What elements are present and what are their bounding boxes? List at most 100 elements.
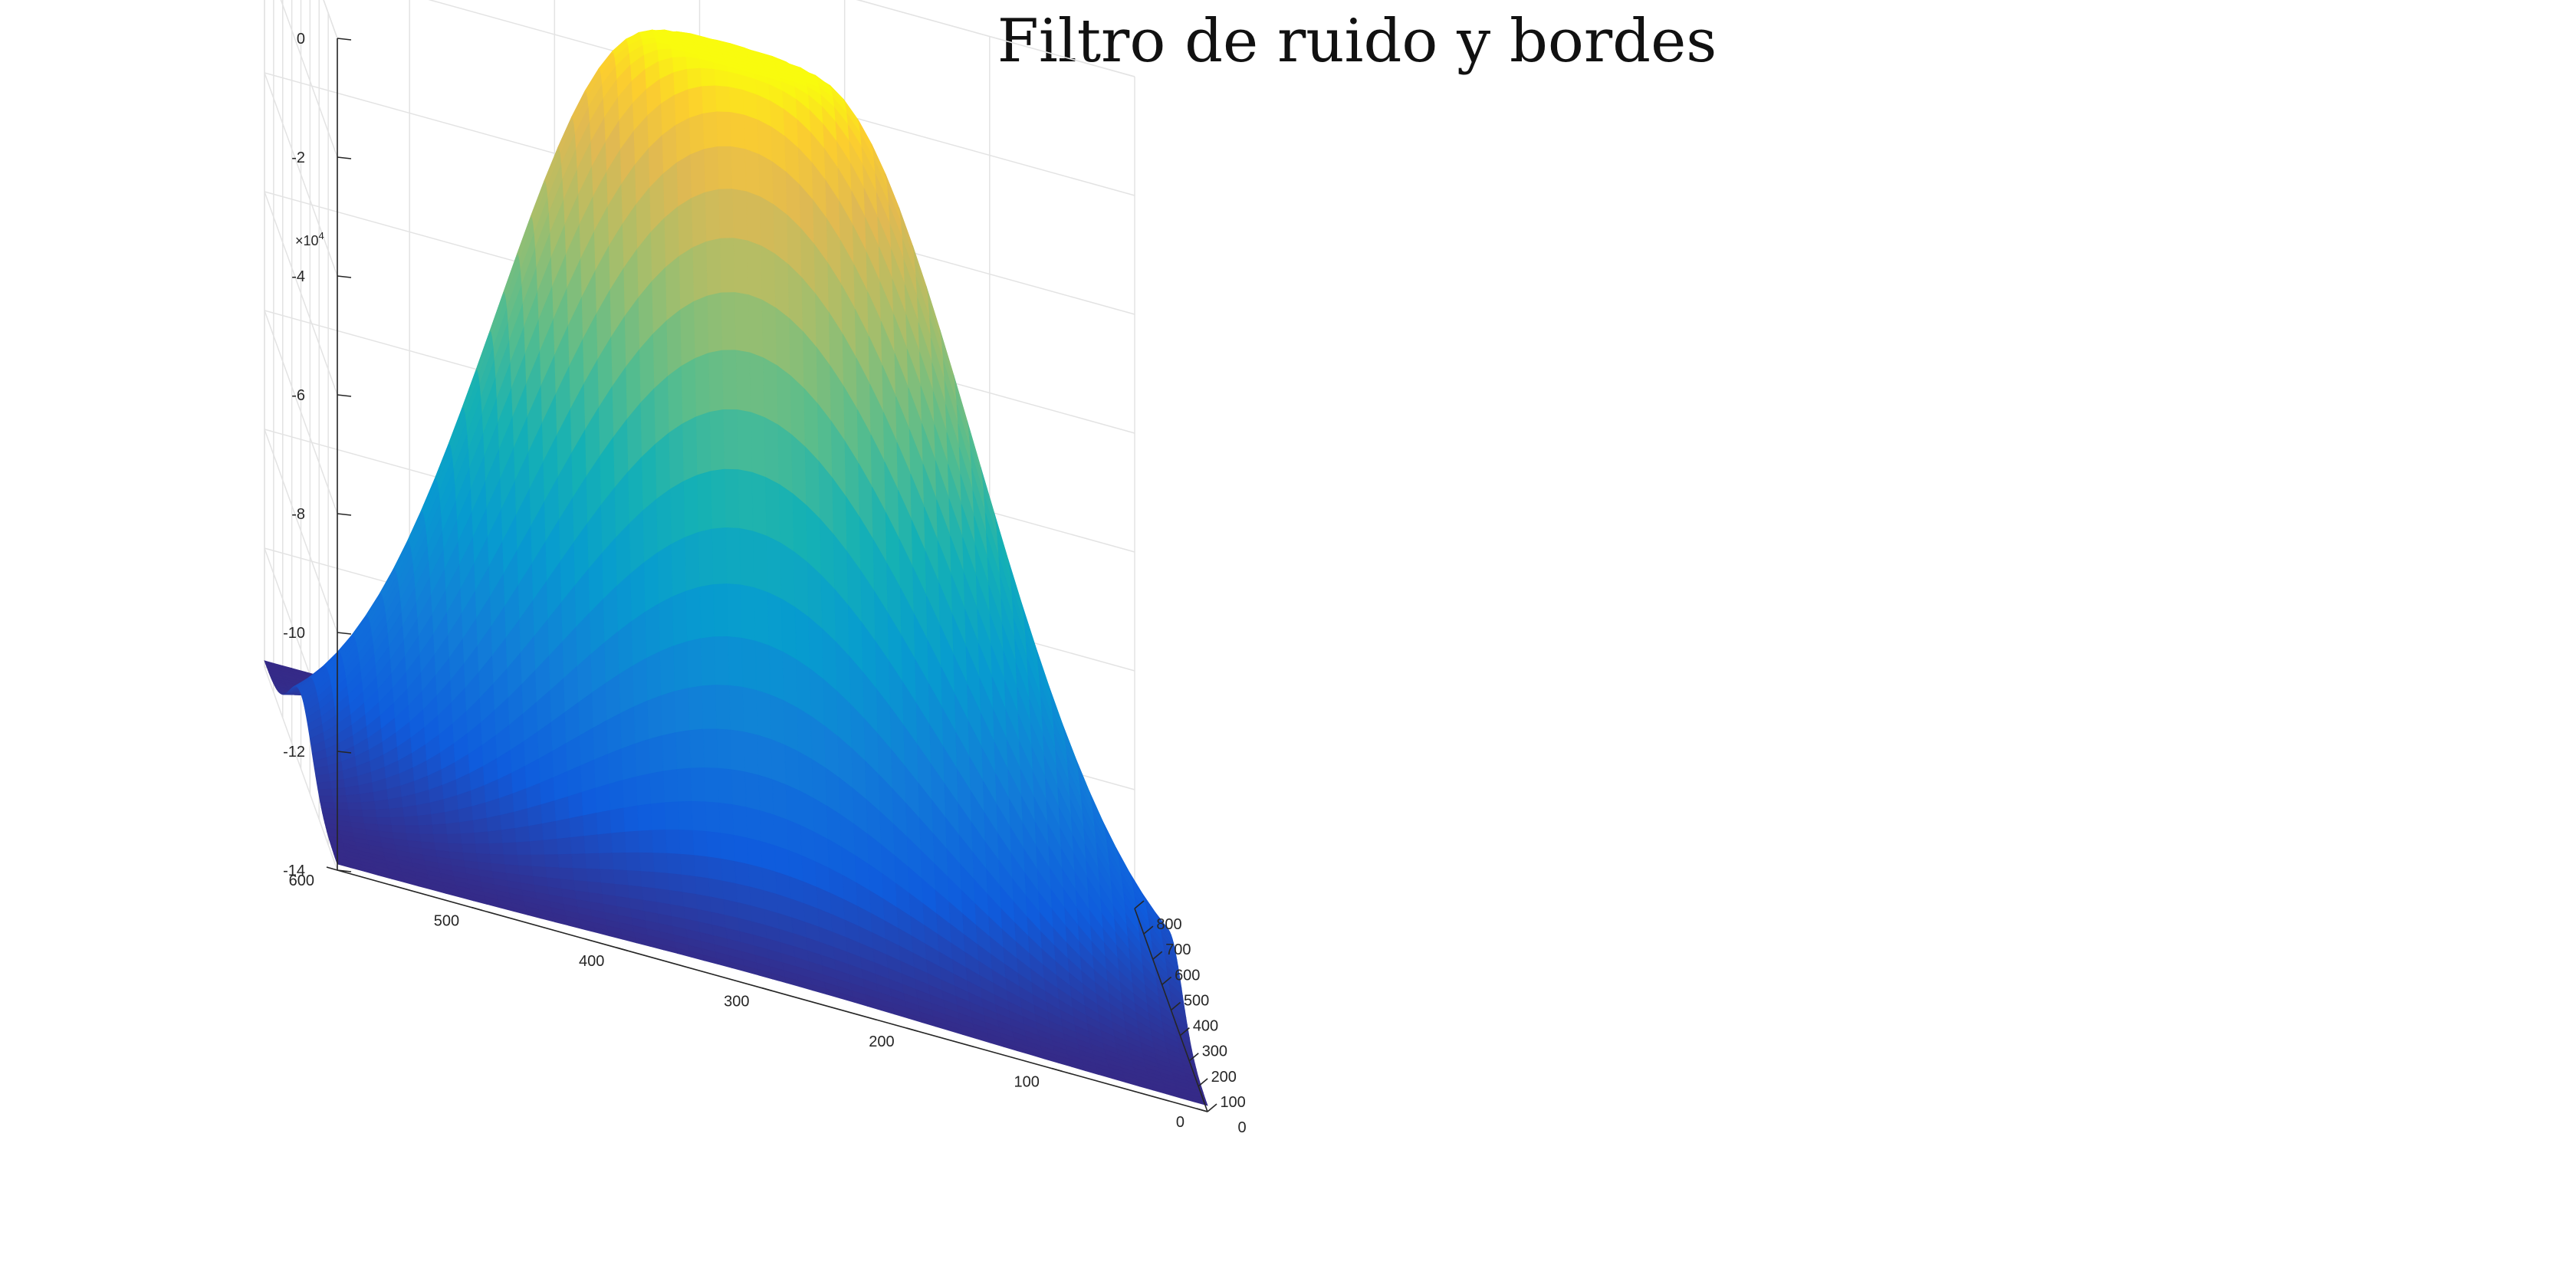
surface-patch xyxy=(626,852,642,872)
surface-patch xyxy=(474,831,490,845)
surface-patch xyxy=(643,551,660,613)
surface-patch xyxy=(462,843,478,854)
surface-patch xyxy=(637,803,653,832)
surface-patch xyxy=(721,292,737,351)
surface-patch xyxy=(581,787,597,816)
z-tick-label: -2 xyxy=(291,150,305,166)
surface-patch xyxy=(784,744,800,792)
z-tick-label: -4 xyxy=(291,268,305,285)
surface-patch xyxy=(734,861,751,888)
surface-patch xyxy=(721,858,737,885)
surface-patch xyxy=(586,868,602,884)
surface-patch xyxy=(360,791,376,803)
surface-patch xyxy=(554,796,570,822)
surface-patch xyxy=(685,531,701,592)
surface-patch xyxy=(785,784,801,826)
surface-patch xyxy=(745,191,762,247)
surface-patch xyxy=(666,309,682,377)
surface-patch xyxy=(688,86,704,119)
surface-patch xyxy=(726,583,742,639)
surface-patch xyxy=(665,255,682,321)
surface-patch xyxy=(745,807,762,843)
surface-patch xyxy=(669,480,686,545)
surface-patch xyxy=(417,813,433,826)
surface-patch xyxy=(680,301,696,367)
surface-patch xyxy=(514,808,530,829)
surface-patch xyxy=(655,432,671,500)
surface-patch xyxy=(759,196,775,255)
surface-patch xyxy=(708,878,724,900)
surface-patch xyxy=(569,815,585,838)
surface-patch xyxy=(707,856,723,882)
surface-patch xyxy=(761,299,777,366)
y-tick-mark xyxy=(616,947,628,951)
surface-patch xyxy=(718,802,734,836)
surface-patch xyxy=(544,854,560,869)
surface-patch xyxy=(676,153,692,208)
surface-patch xyxy=(624,830,640,853)
surface-patch xyxy=(761,245,777,309)
surface-patch xyxy=(678,800,694,831)
surface-patch xyxy=(732,804,748,839)
surface-patch xyxy=(714,69,730,88)
z-tick-mark xyxy=(337,38,352,41)
z-tick-label: -10 xyxy=(283,625,305,642)
surface-patch xyxy=(767,592,784,652)
surface-patch xyxy=(792,493,808,564)
surface-patch xyxy=(714,636,730,686)
surface-patch xyxy=(747,837,763,869)
surface-patch xyxy=(600,869,616,885)
surface-patch xyxy=(771,779,788,820)
y-tick-label: 600 xyxy=(289,872,314,889)
surface-patch xyxy=(705,189,721,242)
surface-patch xyxy=(528,823,544,843)
surface-patch xyxy=(610,807,626,834)
x-tick-mark xyxy=(1179,1027,1190,1037)
y-tick-label: 500 xyxy=(434,913,459,930)
surface-patch xyxy=(778,484,794,553)
surface-patch xyxy=(639,852,656,873)
surface-patch xyxy=(672,590,688,647)
grid-line xyxy=(264,666,338,871)
surface-patch xyxy=(559,867,575,881)
surface-patch xyxy=(490,853,506,866)
surface-patch xyxy=(626,870,642,888)
surface-patch xyxy=(688,685,704,731)
surface-patch xyxy=(502,842,518,856)
surface-patch xyxy=(418,824,434,835)
surface-patch xyxy=(543,838,559,856)
surface-patch xyxy=(738,469,754,532)
x-tick-mark xyxy=(1152,951,1163,960)
surface-patch xyxy=(770,738,787,786)
surface-patch xyxy=(433,833,449,844)
surface-patch xyxy=(718,767,734,806)
surface-patch xyxy=(715,685,731,731)
surface-patch xyxy=(448,843,464,853)
surface-patch xyxy=(460,833,476,845)
surface-patch xyxy=(488,830,504,844)
grid-line xyxy=(264,191,338,396)
surface-patch xyxy=(639,31,656,36)
surface-patch xyxy=(758,774,774,816)
surface xyxy=(264,29,1208,1106)
surface-patch xyxy=(754,640,770,695)
surface-patch xyxy=(659,596,675,652)
surface-patch xyxy=(657,543,673,605)
x-tick-mark xyxy=(1170,1001,1181,1011)
y-tick-label: 300 xyxy=(724,994,749,1010)
surface-patch xyxy=(678,830,695,856)
surface-patch xyxy=(675,730,692,770)
grid-line xyxy=(264,72,338,277)
surface-patch xyxy=(797,751,814,799)
z-tick-label: -14 xyxy=(283,863,305,879)
surface-patch xyxy=(695,411,712,476)
x-tick-label: 800 xyxy=(1156,916,1181,933)
surface-patch xyxy=(723,409,739,471)
surface-patch xyxy=(344,785,360,797)
z-tick-mark xyxy=(337,156,352,159)
surface-patch xyxy=(763,357,779,426)
surface-patch xyxy=(774,845,790,877)
surface-patch xyxy=(607,748,623,785)
surface-patch xyxy=(431,812,447,826)
y-tick-label: 200 xyxy=(869,1033,894,1050)
